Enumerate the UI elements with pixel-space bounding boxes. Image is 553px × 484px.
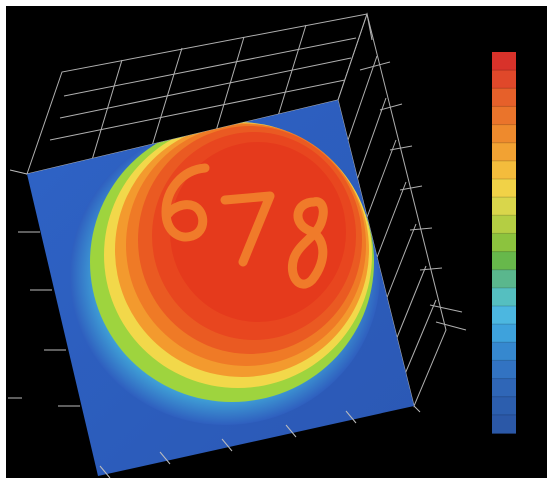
- colorbar-segment: [492, 251, 516, 271]
- colorbar-segment: [492, 197, 516, 216]
- colorbar-segment: [492, 124, 516, 144]
- colorbar-segment: [492, 396, 516, 416]
- colorbar-segment: [492, 88, 516, 108]
- colorbar-segment: [492, 414, 516, 434]
- colorbar-segment: [492, 106, 516, 126]
- colorbar-segment: [492, 287, 516, 307]
- colorbar-segment: [492, 324, 516, 343]
- colorbar-segment: [492, 52, 516, 71]
- embossed-digits: 6 7 8: [161, 163, 328, 289]
- colorbar-segment: [492, 360, 516, 380]
- wireframe-frame: [26, 12, 467, 408]
- colorbar-segment: [492, 160, 516, 180]
- axis-ticks: [8, 169, 421, 479]
- thermal-dome: [70, 122, 380, 425]
- digit-7: [220, 191, 275, 267]
- digit-8: [288, 197, 328, 289]
- colorbar-segment: [492, 269, 516, 289]
- colorbar-segment: [492, 179, 516, 198]
- colorbar-segment: [492, 142, 516, 162]
- colorbar-segment: [492, 342, 516, 362]
- colorbar-segment: [492, 306, 516, 325]
- colorbar: [492, 52, 516, 434]
- colorbar-segment: [492, 378, 516, 398]
- colorbar-segment: [492, 70, 516, 89]
- colorbar-segment: [492, 215, 516, 235]
- colorbar-segment: [492, 233, 516, 253]
- digit-6: [161, 163, 210, 242]
